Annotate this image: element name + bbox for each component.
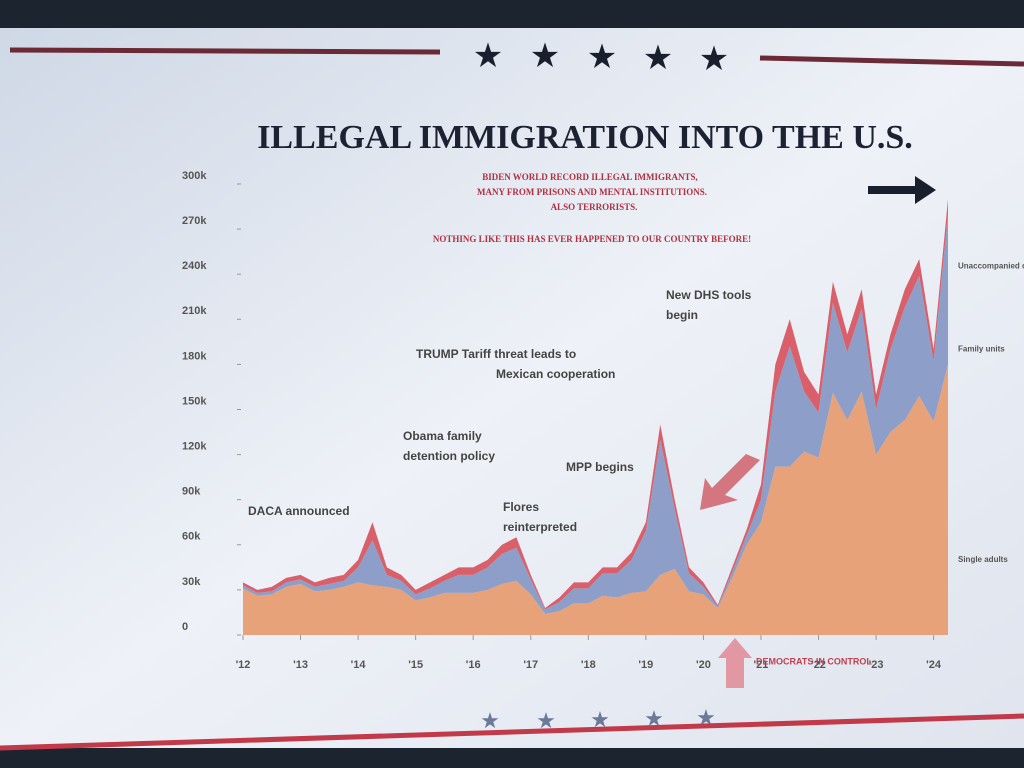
annotation: TRUMP Tariff threat leads to Mexican coop…: [416, 347, 615, 381]
svg-text:★: ★: [643, 39, 673, 77]
x-tick-label: '15: [408, 659, 423, 671]
annotation: MPP begins: [566, 460, 634, 474]
y-tick-label: 270k: [182, 215, 207, 227]
subtitle: BIDEN WORLD RECORD ILLEGAL IMMIGRANTS,: [482, 172, 698, 182]
y-tick-label: 240k: [182, 260, 207, 272]
y-tick-label: 90k: [182, 486, 201, 498]
red-arrow: [700, 454, 760, 510]
stars: ★ ★ ★ ★ ★: [473, 37, 729, 78]
y-tick-label: 210k: [182, 305, 207, 317]
x-tick-label: '24: [926, 659, 942, 671]
x-tick-label: '13: [293, 659, 308, 671]
legend-label: Unaccompanied children: [958, 262, 1024, 271]
x-tick-label: '12: [236, 659, 251, 671]
x-tick-label: '17: [523, 659, 538, 671]
annotation: Obama family detention policy: [403, 429, 495, 463]
footer-label: DEMOCRATS IN CONTROL: [756, 656, 872, 666]
tagline: NOTHING LIKE THIS HAS EVER HAPPENED TO O…: [433, 234, 751, 244]
chart-title: ILLEGAL IMMIGRATION INTO THE U.S.: [257, 119, 913, 156]
svg-text:★: ★: [536, 708, 556, 733]
x-tick-label: '19: [638, 659, 653, 671]
x-tick-label: '20: [696, 659, 711, 671]
y-tick-label: 120k: [182, 441, 207, 453]
x-tick-label: '22: [811, 659, 826, 671]
area: [243, 364, 948, 635]
subtitle: MANY FROM PRISONS AND MENTAL INSTITUTION…: [477, 187, 707, 197]
y-tick-label: 180k: [182, 350, 207, 362]
up-arrow: [718, 638, 752, 688]
svg-text:★: ★: [644, 706, 664, 731]
x-tick-label: '18: [581, 659, 596, 671]
x-tick-label: '23: [869, 659, 884, 671]
svg-text:★: ★: [480, 708, 500, 733]
x-tick-label: '16: [466, 659, 481, 671]
legend-label: Family units: [958, 344, 1005, 353]
annotation: DACA announced: [248, 504, 350, 518]
subtitle: ALSO TERRORISTS.: [551, 202, 638, 212]
x-tick-label: '21: [754, 659, 769, 671]
y-tick-label: 30k: [182, 576, 201, 588]
svg-text:★: ★: [530, 37, 560, 75]
area: [243, 214, 948, 614]
legend-label: Single adults: [958, 555, 1008, 564]
plot: 0 30k 60k 90k 120k 150k 180k 210k 240k 270k 300k '1…: [182, 170, 1024, 671]
annotation: Flores reinterpreted: [503, 500, 577, 534]
svg-text:★: ★: [590, 707, 610, 732]
y-tick-label: 60k: [182, 531, 201, 543]
banner-line: [9, 47, 441, 55]
y-tick-label: 0: [182, 621, 188, 633]
banner-line: [759, 55, 1024, 67]
svg-text:★: ★: [699, 40, 729, 78]
top-arrow: [868, 176, 936, 204]
svg-text:★: ★: [587, 38, 617, 76]
bottom-line: [0, 713, 1024, 751]
y-tick-label: 300k: [182, 170, 207, 182]
annotation: New DHS tools begin: [666, 288, 752, 322]
x-tick-label: '14: [351, 659, 367, 671]
y-tick-label: 150k: [182, 395, 207, 407]
svg-text:★: ★: [473, 37, 503, 75]
